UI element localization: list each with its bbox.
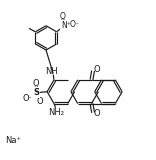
Text: Na⁺: Na⁺ (5, 136, 21, 145)
Text: O⁻: O⁻ (70, 20, 80, 29)
Text: NH₂: NH₂ (48, 108, 64, 117)
Text: O: O (33, 79, 39, 88)
Text: O⁻: O⁻ (23, 94, 34, 103)
Text: O: O (93, 65, 100, 75)
Text: O: O (37, 97, 43, 106)
Text: O: O (60, 12, 66, 21)
Text: NH: NH (46, 67, 58, 76)
Text: N⁺: N⁺ (61, 21, 71, 30)
Text: O: O (93, 109, 100, 118)
Text: S: S (33, 88, 39, 97)
